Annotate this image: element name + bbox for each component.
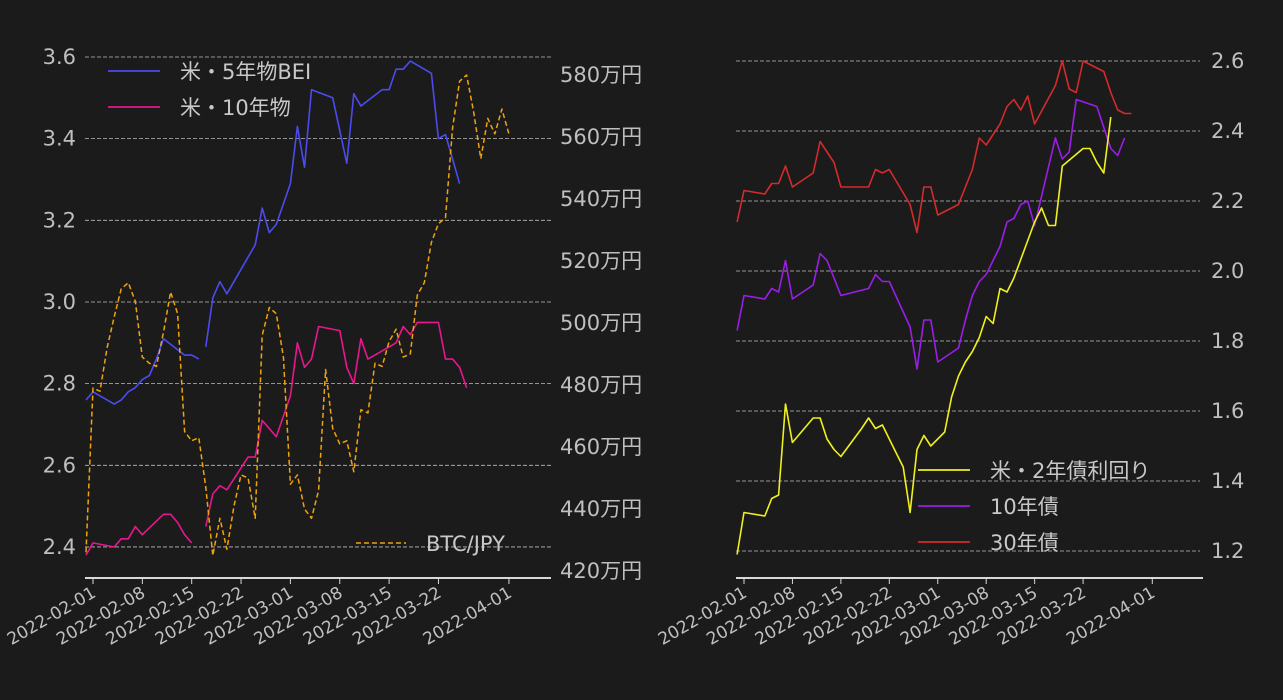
legend-label: 10年債	[990, 495, 1059, 519]
series-line	[85, 337, 200, 405]
y-tick-label-right: 560万円	[560, 125, 642, 149]
y-tick-label: 1.2	[1211, 539, 1244, 563]
series-line	[736, 98, 1126, 370]
left-chart: 2.4 2.6 2.8 3.0 3.2 3.4 3.6 420万円 440万円 460万円 480…	[4, 45, 642, 650]
series-line	[205, 60, 461, 348]
series-line	[85, 513, 193, 556]
y-tick-label: 2.0	[1211, 259, 1244, 283]
y-tick-label: 2.6	[43, 453, 76, 477]
y-tick-label: 3.2	[43, 208, 76, 232]
y-tick-label-right: 540万円	[560, 187, 642, 211]
left-y-axis-right-ticks: 420万円 440万円 460万円 480万円 500万円 520万円 540万円 560万円…	[560, 63, 642, 583]
y-tick-label: 2.8	[43, 372, 76, 396]
series-line	[736, 60, 1132, 234]
y-tick-label-right: 420万円	[560, 559, 642, 583]
y-tick-label: 3.4	[43, 127, 76, 151]
legend-label: 米・10年物	[180, 96, 291, 120]
y-tick-label-right: 440万円	[560, 497, 642, 521]
right-chart: 1.2 1.4 1.6 1.8 2.0 2.2 2.4 2.6 2022-02-012022-…	[655, 49, 1244, 650]
right-gridlines	[736, 60, 1200, 552]
left-series-lines	[85, 60, 510, 557]
left-x-axis-ticks: 2022-02-012022-02-082022-02-152022-02-22…	[4, 579, 515, 650]
y-tick-label: 3.6	[43, 45, 76, 69]
y-tick-label: 1.8	[1211, 329, 1244, 353]
right-y-axis-ticks: 1.2 1.4 1.6 1.8 2.0 2.2 2.4 2.6	[1211, 49, 1244, 563]
y-tick-label: 3.0	[43, 290, 76, 314]
left-legend-lower: BTC/JPY	[356, 532, 505, 556]
right-series-lines	[736, 60, 1132, 555]
y-tick-label-right: 480万円	[560, 373, 642, 397]
y-tick-label: 2.6	[1211, 49, 1244, 73]
legend-label: BTC/JPY	[426, 532, 505, 556]
y-tick-label-right: 580万円	[560, 63, 642, 87]
y-tick-label: 2.4	[1211, 119, 1244, 143]
legend-label: 米・5年物BEI	[180, 60, 311, 84]
y-tick-label: 1.4	[1211, 469, 1244, 493]
left-legend-upper: 米・5年物BEI 米・10年物	[108, 60, 311, 120]
y-tick-label-right: 520万円	[560, 249, 642, 273]
left-y-axis-left-ticks: 2.4 2.6 2.8 3.0 3.2 3.4 3.6	[43, 45, 76, 559]
right-legend: 米・2年債利回り 10年債 30年債	[918, 459, 1150, 555]
y-tick-label: 2.4	[43, 535, 76, 559]
series-line	[205, 321, 468, 527]
y-tick-label: 1.6	[1211, 399, 1244, 423]
legend-label: 米・2年債利回り	[990, 459, 1150, 483]
y-tick-label-right: 500万円	[560, 311, 642, 335]
legend-label: 30年債	[990, 531, 1059, 555]
right-x-axis-ticks: 2022-02-012022-02-082022-02-152022-02-22…	[655, 579, 1159, 650]
series-line	[85, 74, 510, 557]
series-line	[736, 116, 1112, 555]
y-tick-label-right: 460万円	[560, 435, 642, 459]
y-tick-label: 2.2	[1211, 189, 1244, 213]
left-gridlines	[85, 56, 551, 548]
